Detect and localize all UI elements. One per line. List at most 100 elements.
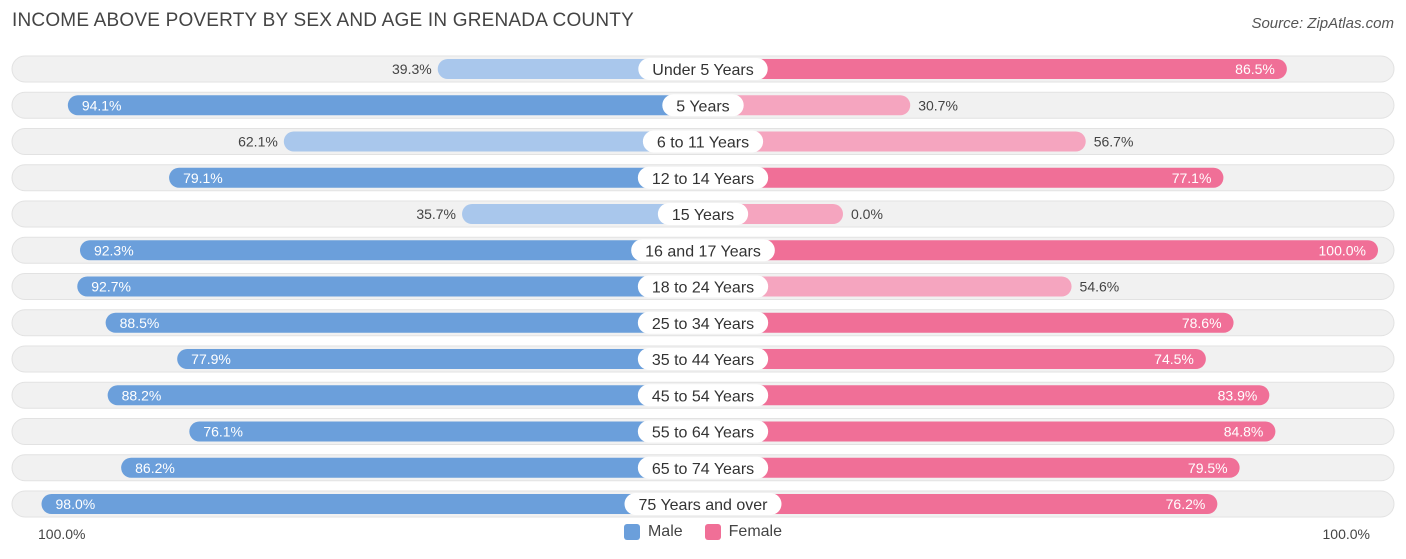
category-label-pill	[637, 456, 769, 479]
chart-row: 98.0% 76.2% 75 Years and over	[11, 490, 1395, 518]
chart-row: 77.9% 74.5% 35 to 44 Years	[11, 345, 1395, 373]
category-label-pill	[624, 493, 782, 515]
value-label-male: 88.2%	[122, 387, 162, 403]
bar-male	[77, 276, 703, 297]
chart-title: INCOME ABOVE POVERTY BY SEX AND AGE IN G…	[12, 10, 634, 31]
value-label-male: 98.0%	[56, 496, 96, 512]
category-label-pill	[637, 275, 769, 298]
category-label-pill	[657, 203, 749, 225]
value-label-female: 77.1%	[1172, 170, 1212, 186]
value-label-female: 30.7%	[918, 97, 958, 113]
chart-row: 88.2% 83.9% 45 to 54 Years	[11, 381, 1395, 409]
value-label-male: 62.1%	[238, 134, 278, 150]
category-label: 45 to 54 Years	[652, 388, 754, 405]
legend-swatch-male	[623, 524, 640, 540]
value-label-male: 35.7%	[416, 206, 456, 222]
category-label: 16 and 17 Years	[645, 243, 761, 260]
value-label-female: 86.5%	[1235, 61, 1275, 77]
value-label-female: 78.6%	[1182, 315, 1222, 331]
value-label-male: 76.1%	[203, 424, 243, 440]
value-label-female: 54.6%	[1080, 279, 1120, 295]
chart-row: 35.7% 0.0% 15 Years	[11, 200, 1395, 228]
category-label: 35 to 44 Years	[652, 352, 754, 369]
category-label: 55 to 64 Years	[652, 425, 754, 442]
bar-male	[462, 204, 703, 224]
bar-male	[79, 240, 704, 261]
category-label: 12 to 14 Years	[652, 171, 754, 188]
chart-row: 39.3% 86.5% Under 5 Years	[11, 55, 1395, 83]
bar-female	[703, 95, 911, 116]
category-label-pill	[637, 420, 769, 443]
chart-row: 86.2% 79.5% 65 to 74 Years	[11, 454, 1395, 482]
value-label-female: 100.0%	[1319, 242, 1366, 258]
legend: Male Female	[0, 523, 1406, 541]
diverging-bar-chart: 39.3% 86.5% Under 5 Years 94.1% 30.7% 5 Years…	[11, 55, 1395, 518]
bar-male	[169, 167, 703, 188]
value-label-female: 76.2%	[1166, 496, 1206, 512]
value-label-male: 88.5%	[120, 315, 160, 331]
value-label-female: 56.7%	[1094, 134, 1134, 150]
legend-swatch-female	[704, 524, 721, 540]
bar-female	[703, 240, 1378, 261]
legend-item-female[interactable]: Female	[704, 523, 783, 541]
value-label-female: 84.8%	[1224, 424, 1264, 440]
legend-item-male[interactable]: Male	[623, 523, 683, 541]
bar-male	[105, 312, 703, 333]
bar-male	[437, 59, 703, 79]
bar-male	[177, 349, 704, 369]
value-label-female: 0.0%	[851, 206, 883, 222]
chart-row: 94.1% 30.7% 5 Years	[11, 91, 1395, 119]
chart-source: Source: ZipAtlas.com	[1251, 15, 1394, 32]
value-label-female: 83.9%	[1218, 387, 1258, 403]
category-label-pill	[631, 239, 775, 262]
bar-female	[703, 59, 1287, 79]
chart-row: 92.7% 54.6% 18 to 24 Years	[11, 273, 1395, 300]
bar-female	[703, 421, 1276, 442]
value-label-male: 92.3%	[94, 242, 134, 258]
bar-male	[41, 494, 703, 514]
category-label-pill	[637, 348, 769, 370]
chart-row: 62.1% 56.7% 6 to 11 Years	[11, 128, 1395, 155]
category-label: 5 Years	[676, 98, 729, 115]
value-label-male: 39.3%	[392, 61, 432, 77]
value-label-male: 86.2%	[135, 460, 175, 476]
axis-right-label: 100.0%	[1322, 526, 1370, 542]
bar-female	[703, 276, 1072, 297]
chart-row: 92.3% 100.0% 16 and 17 Years	[11, 236, 1395, 264]
category-label: 25 to 34 Years	[652, 316, 754, 333]
category-label: 6 to 11 Years	[657, 135, 749, 152]
value-label-male: 77.9%	[191, 351, 231, 367]
category-label-pill	[637, 311, 769, 334]
category-label-pill	[637, 166, 769, 189]
bar-male	[67, 95, 703, 116]
bar-female	[703, 349, 1206, 369]
legend-label-male: Male	[647, 523, 683, 540]
category-label-pill	[642, 130, 764, 153]
chart-row: 79.1% 77.1% 12 to 14 Years	[11, 164, 1395, 192]
value-label-male: 92.7%	[91, 279, 131, 295]
bar-male	[121, 457, 703, 478]
axis-left-label: 100.0%	[38, 526, 86, 542]
value-label-male: 79.1%	[183, 170, 223, 186]
value-label-female: 79.5%	[1188, 460, 1228, 476]
category-label: 75 Years and over	[639, 497, 769, 514]
bar-female	[703, 312, 1234, 333]
bar-male	[107, 385, 703, 406]
bar-female	[703, 131, 1086, 152]
category-label: Under 5 Years	[652, 62, 753, 79]
chart-row: 88.5% 78.6% 25 to 34 Years	[11, 309, 1395, 337]
category-label-pill	[638, 58, 768, 80]
legend-label-female: Female	[728, 523, 783, 540]
bar-female	[703, 494, 1218, 514]
bar-male	[283, 131, 703, 152]
category-label-pill	[637, 384, 769, 407]
bar-female	[703, 457, 1240, 478]
value-label-female: 74.5%	[1154, 351, 1194, 367]
bar-male	[189, 421, 703, 442]
category-label: 18 to 24 Years	[652, 280, 754, 297]
chart-row: 76.1% 84.8% 55 to 64 Years	[11, 418, 1395, 445]
category-label: 15 Years	[672, 207, 734, 224]
bar-female	[703, 167, 1224, 188]
category-label-pill	[662, 94, 744, 117]
category-label: 65 to 74 Years	[652, 461, 754, 478]
